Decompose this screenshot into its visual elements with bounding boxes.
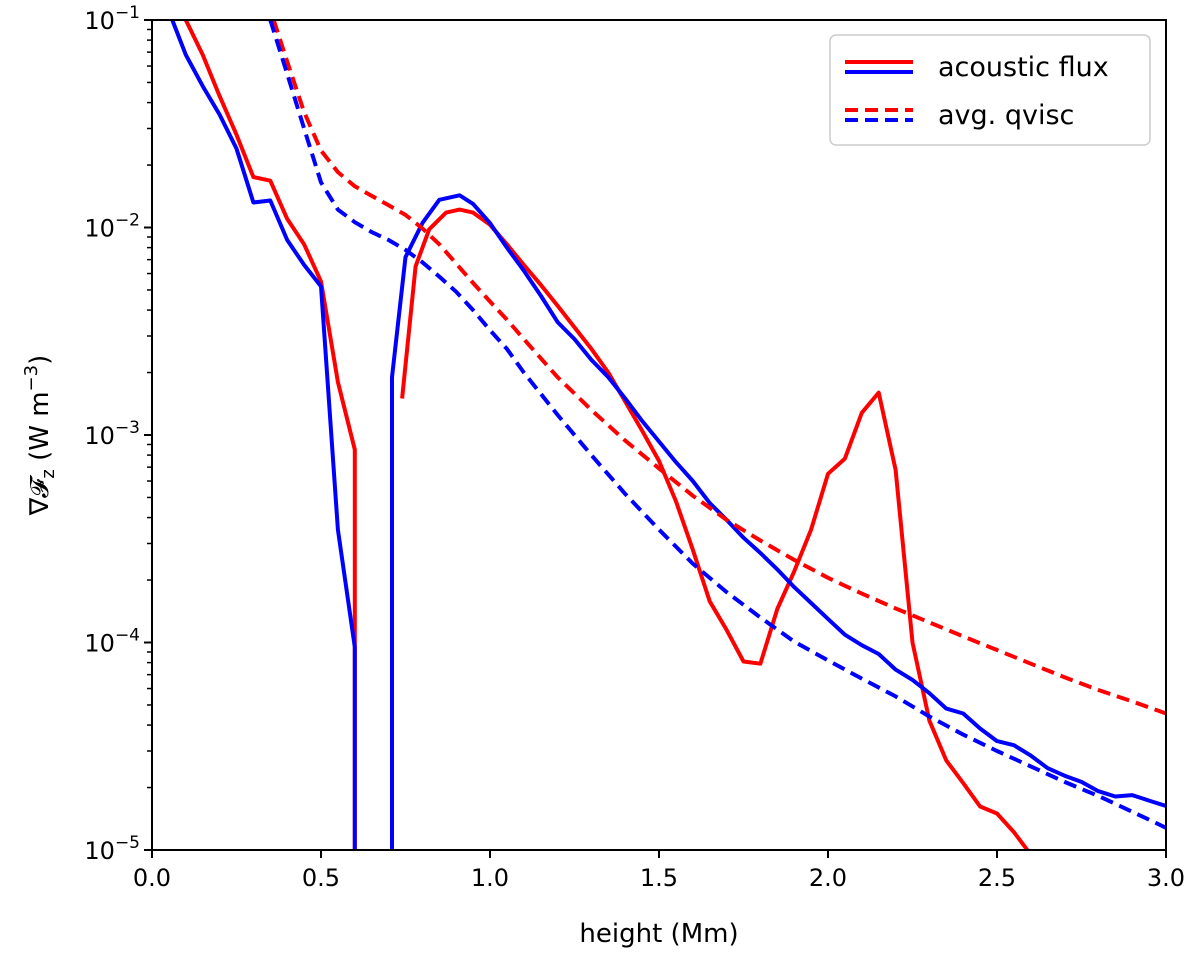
x-tick-labels: 0.0 0.5 1.0 1.5 2.0 2.5 3.0: [133, 864, 1185, 892]
major-ticks: [144, 19, 1167, 858]
y-label-subscript: z: [38, 469, 59, 478]
y-label-symbol: ∇𝓕: [25, 474, 55, 516]
plot-frame: [151, 19, 1167, 851]
series-line-2-seg-0: [271, 20, 1166, 716]
x-tick-label-5: 2.5: [978, 864, 1016, 892]
y-label-space: [25, 461, 55, 469]
series-line-1-seg-0: [170, 20, 357, 850]
y-tick-label-1: 10−4: [84, 626, 140, 658]
y-tick-label-4: 10−1: [84, 3, 140, 35]
x-tick-label-1: 0.5: [302, 864, 340, 892]
series-line-3-seg-0: [268, 20, 1166, 830]
y-label-close: ): [25, 355, 55, 365]
x-tick-label-2: 1.0: [471, 864, 509, 892]
series-line-0-seg-1: [400, 207, 1030, 850]
legend-label-acoustic-flux: acoustic flux: [938, 52, 1109, 83]
y-tick-label-3: 10−2: [84, 211, 140, 243]
series-layer: [170, 20, 1166, 850]
legend-label-avg-qvisc: avg. qvisc: [938, 100, 1074, 131]
y-tick-label-2: 10−3: [84, 418, 140, 450]
x-tick-label-3: 1.5: [640, 864, 678, 892]
x-axis-label: height (Mm): [579, 919, 738, 949]
y-label-unit: (W m: [25, 391, 55, 460]
series-line-1-seg-1: [390, 193, 1166, 850]
x-tick-label-4: 2.0: [809, 864, 847, 892]
y-tick-labels: 10−5 10−4 10−3 10−2 10−1: [84, 3, 140, 865]
series-line-0-seg-0: [184, 20, 357, 850]
y-label-unit-exp: −3: [21, 365, 42, 392]
x-tick-label-6: 3.0: [1147, 864, 1185, 892]
legend: acoustic flux avg. qvisc: [829, 34, 1151, 146]
x-tick-label-0: 0.0: [133, 864, 171, 892]
y-axis-label: ∇𝓕z (W m−3): [21, 355, 59, 516]
y-tick-label-0: 10−5: [84, 833, 140, 865]
